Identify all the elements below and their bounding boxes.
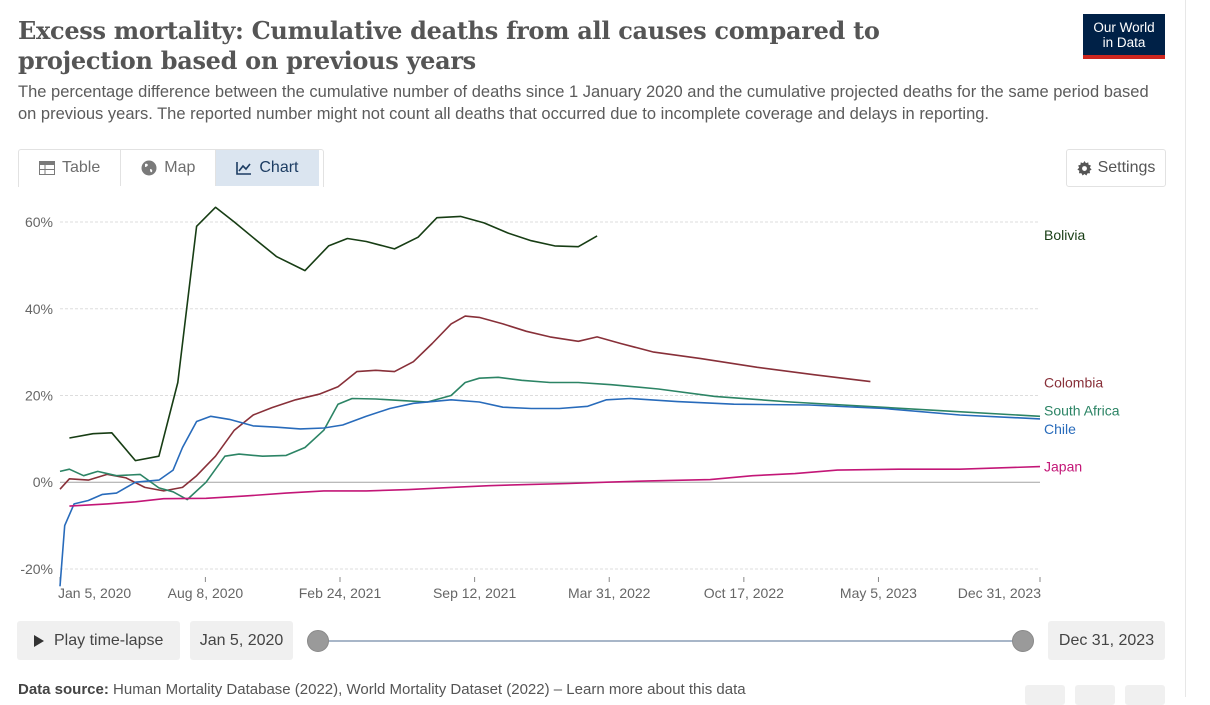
series-label-chile: Chile <box>1044 421 1076 437</box>
view-tabs: Table Map Chart <box>18 149 324 187</box>
panel-edge <box>1185 0 1186 697</box>
timeline-start-handle[interactable] <box>307 630 329 652</box>
data-source: Data source: Human Mortality Database (2… <box>18 681 746 698</box>
y-tick-label: -20% <box>20 561 53 577</box>
x-tick-label: Jan 5, 2020 <box>58 585 131 601</box>
y-tick-label: 60% <box>25 214 53 230</box>
x-tick-label: Feb 24, 2021 <box>299 585 382 601</box>
series-line-colombia <box>59 315 871 492</box>
tab-table-label: Table <box>62 159 101 176</box>
play-label: Play time-lapse <box>54 631 164 649</box>
play-icon <box>34 634 44 647</box>
source-text[interactable]: Human Mortality Database (2022), World M… <box>113 681 746 698</box>
series-line-south-africa <box>59 376 1041 501</box>
globe-icon <box>141 160 157 176</box>
chart-title: Excess mortality: Cumulative deaths from… <box>18 16 880 75</box>
tab-chart[interactable]: Chart <box>216 150 319 186</box>
footer-button-2[interactable] <box>1075 685 1115 705</box>
series-line-chile <box>59 397 1041 587</box>
owid-logo[interactable]: Our World in Data <box>1083 14 1165 59</box>
series-label-japan: Japan <box>1044 459 1082 475</box>
x-tick-label: Oct 17, 2022 <box>704 585 784 601</box>
timeline-end-date[interactable]: Dec 31, 2023 <box>1048 621 1165 660</box>
line-chart-icon <box>236 162 252 175</box>
chart-subtitle: The percentage difference between the cu… <box>18 83 1149 123</box>
x-tick-label: Mar 31, 2022 <box>568 585 651 601</box>
logo-line1: Our World <box>1093 20 1155 35</box>
settings-button[interactable]: Settings <box>1066 149 1166 187</box>
tab-table[interactable]: Table <box>19 150 122 186</box>
tab-map-label: Map <box>164 159 196 176</box>
series-label-south-africa: South Africa <box>1044 403 1120 419</box>
timeline-start-date[interactable]: Jan 5, 2020 <box>190 621 293 660</box>
footer-button-3[interactable] <box>1125 685 1165 705</box>
table-icon <box>39 161 55 175</box>
timeline-end-handle[interactable] <box>1012 630 1034 652</box>
y-tick-label: 0% <box>33 474 53 490</box>
series-label-bolivia: Bolivia <box>1044 227 1085 243</box>
series-line-japan <box>69 465 1041 507</box>
x-tick-label: Dec 31, 2023 <box>958 585 1041 601</box>
y-tick-label: 20% <box>25 388 53 404</box>
gear-icon <box>1076 160 1092 175</box>
series-label-colombia: Colombia <box>1044 374 1103 390</box>
logo-line2: in Data <box>1102 35 1146 50</box>
source-prefix: Data source: <box>18 681 109 698</box>
y-tick-label: 40% <box>25 301 53 317</box>
x-tick-label: May 5, 2023 <box>840 585 917 601</box>
settings-label: Settings <box>1097 159 1156 176</box>
play-timelapse-button[interactable]: Play time-lapse <box>17 621 180 660</box>
footer-button-1[interactable] <box>1025 685 1065 705</box>
x-tick-label: Sep 12, 2021 <box>433 585 517 601</box>
tab-map[interactable]: Map <box>121 150 217 186</box>
tab-chart-label: Chart <box>259 159 299 176</box>
timeline-slider-track[interactable] <box>318 640 1023 642</box>
excess-mortality-line-chart: -20% 0% 20% 40% 60% Jan 5, 2020 Aug 8, 2020 Feb… <box>20 206 1120 601</box>
x-tick-label: Aug 8, 2020 <box>168 585 244 601</box>
series-line-bolivia <box>69 206 598 462</box>
